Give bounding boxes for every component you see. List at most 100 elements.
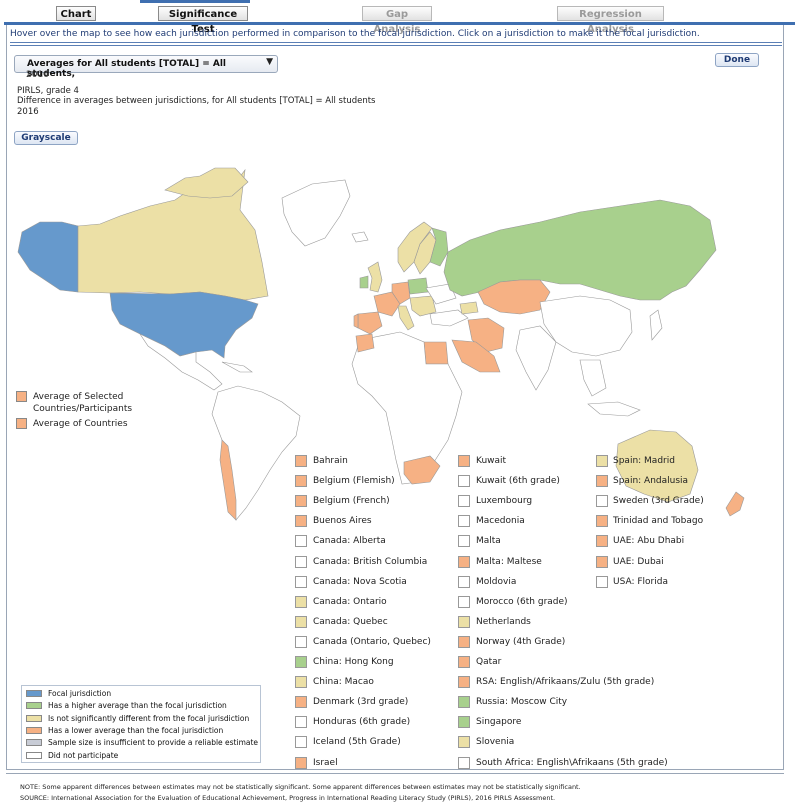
map-portugal	[353, 313, 359, 329]
measure-description: Difference in averages between jurisdict…	[17, 96, 376, 106]
map-germany	[391, 281, 411, 305]
chevron-down-icon[interactable]: ▼	[266, 57, 273, 67]
jurisdiction-label: Canada: British Columbia	[313, 556, 428, 567]
jurisdiction-label: Israel	[313, 757, 338, 768]
map-china	[539, 295, 633, 357]
legend-swatch	[26, 714, 42, 722]
jurisdiction-label: Belgium (Flemish)	[313, 476, 395, 487]
jurisdiction-swatch	[295, 515, 307, 528]
map-russia	[443, 199, 717, 301]
jurisdiction-label: Buenos Aires	[313, 516, 372, 527]
jurisdiction-label: Spain: Andalusia	[613, 476, 689, 487]
jurisdiction-swatch	[596, 515, 608, 528]
jurisdiction-swatch	[596, 455, 608, 467]
jurisdiction-swatch	[458, 495, 470, 508]
map-usa	[109, 291, 259, 359]
jurisdiction-label: Moldovia	[476, 576, 517, 587]
variable-select-value-line2: 2016	[26, 70, 49, 80]
jurisdiction-label: Denmark (3rd grade)	[313, 697, 409, 708]
jurisdiction-label: UAE: Dubai	[613, 556, 664, 567]
map-chile	[219, 439, 237, 521]
jurisdiction-label: Norway (4th Grade)	[476, 636, 566, 647]
jurisdiction-label: Canada: Ontario	[313, 596, 387, 607]
jurisdiction-label: Canada: Nova Scotia	[313, 576, 407, 587]
jurisdiction-swatch	[596, 555, 608, 568]
jurisdiction-swatch	[295, 635, 307, 648]
map-iceland	[351, 231, 369, 243]
source-text: SOURCE: International Association for th…	[20, 794, 556, 802]
map-france	[373, 291, 401, 317]
jurisdiction-swatch	[295, 656, 307, 668]
jurisdiction-label: Kuwait	[476, 456, 507, 466]
active-tab-indicator	[140, 0, 250, 3]
legend-label: Is not significantly different from the …	[48, 713, 250, 723]
jurisdiction-label: Singapore	[476, 717, 522, 728]
jurisdiction-label: Sweden (3rd Grade)	[613, 496, 704, 507]
jurisdiction-label: UAE: Abu Dhabi	[613, 536, 685, 547]
map-poland	[407, 277, 429, 295]
variable-select[interactable]: Averages for All students [TOTAL] = All …	[14, 55, 278, 79]
jurisdiction-label: Malta	[476, 536, 501, 547]
jurisdiction-label: Macedonia	[476, 516, 525, 527]
jurisdiction-swatch	[295, 575, 307, 588]
legend-label: Focal jurisdiction	[48, 689, 112, 698]
jurisdiction-label: Spain: Madrid	[613, 456, 675, 466]
grayscale-button[interactable]: Grayscale	[14, 131, 78, 145]
jurisdiction-label: Kuwait (6th grade)	[476, 476, 560, 487]
jurisdiction-swatch	[596, 475, 608, 488]
tab-chart[interactable]: Chart	[56, 6, 96, 21]
legend-label: Has a higher average than the focal juri…	[48, 701, 227, 711]
map-arctic-islands	[164, 167, 249, 199]
done-button[interactable]: Done	[715, 53, 759, 67]
jurisdiction-label: Slovenia	[476, 737, 515, 748]
jurisdiction-swatch	[458, 676, 470, 689]
average-selected-swatch	[16, 391, 27, 402]
map-saudi	[451, 339, 501, 373]
study-label: PIRLS, grade 4	[17, 86, 79, 96]
jurisdiction-label: Bahrain	[313, 456, 348, 466]
hover-instructions: Hover over the map to see how each juris…	[10, 29, 700, 39]
tab-divider	[4, 22, 795, 25]
map-balkans	[409, 295, 437, 317]
legend-swatch	[26, 726, 42, 734]
jurisdiction-swatch	[458, 555, 470, 568]
content-panel	[6, 25, 784, 770]
jurisdiction-swatch	[295, 756, 307, 769]
jurisdiction-label: USA: Florida	[613, 576, 668, 587]
map-morocco	[355, 333, 375, 353]
map-se-asia	[579, 359, 607, 397]
jurisdiction-label: Qatar	[476, 657, 502, 667]
variable-select-value: Averages for All students [TOTAL] = All …	[27, 59, 227, 79]
header-divider-2	[10, 45, 782, 46]
tab-significance-test[interactable]: Significance Test	[158, 6, 248, 35]
map-south-africa	[403, 455, 441, 485]
map-ireland	[359, 275, 369, 289]
header-divider	[10, 42, 782, 43]
legend-swatch	[26, 702, 42, 710]
tab-gap-analysis: Gap Analysis	[362, 6, 432, 35]
note-text: NOTE: Some apparent differences between …	[20, 783, 581, 791]
jurisdiction-swatch	[458, 535, 470, 548]
map-greenland	[281, 179, 351, 247]
jurisdiction-swatch	[295, 615, 307, 628]
map-australia	[615, 429, 699, 503]
map-canada	[77, 168, 269, 301]
jurisdiction-swatch	[295, 555, 307, 568]
jurisdiction-label: Trinidad and Tobago	[613, 516, 704, 527]
jurisdiction-label: South Africa: English\Afrikaans (5th gra…	[476, 757, 668, 768]
legend-label: Has a lower average than the focal juris…	[48, 725, 224, 735]
map-mexico	[139, 333, 223, 391]
jurisdiction-swatch	[295, 676, 307, 689]
map-spain	[357, 311, 383, 335]
map-japan	[649, 309, 663, 341]
average-selected-label-2: Countries/Participants	[33, 404, 133, 414]
jurisdiction-label: Honduras (6th grade)	[313, 717, 411, 728]
jurisdiction-swatch	[458, 656, 470, 668]
jurisdiction-swatch	[458, 475, 470, 488]
average-countries-label: Average of Countries	[33, 419, 128, 429]
footer-divider	[6, 773, 784, 774]
map-finland	[429, 227, 449, 267]
map-ukraine	[425, 283, 457, 305]
map-legend: Focal jurisdiction Has a higher average t…	[21, 685, 261, 763]
